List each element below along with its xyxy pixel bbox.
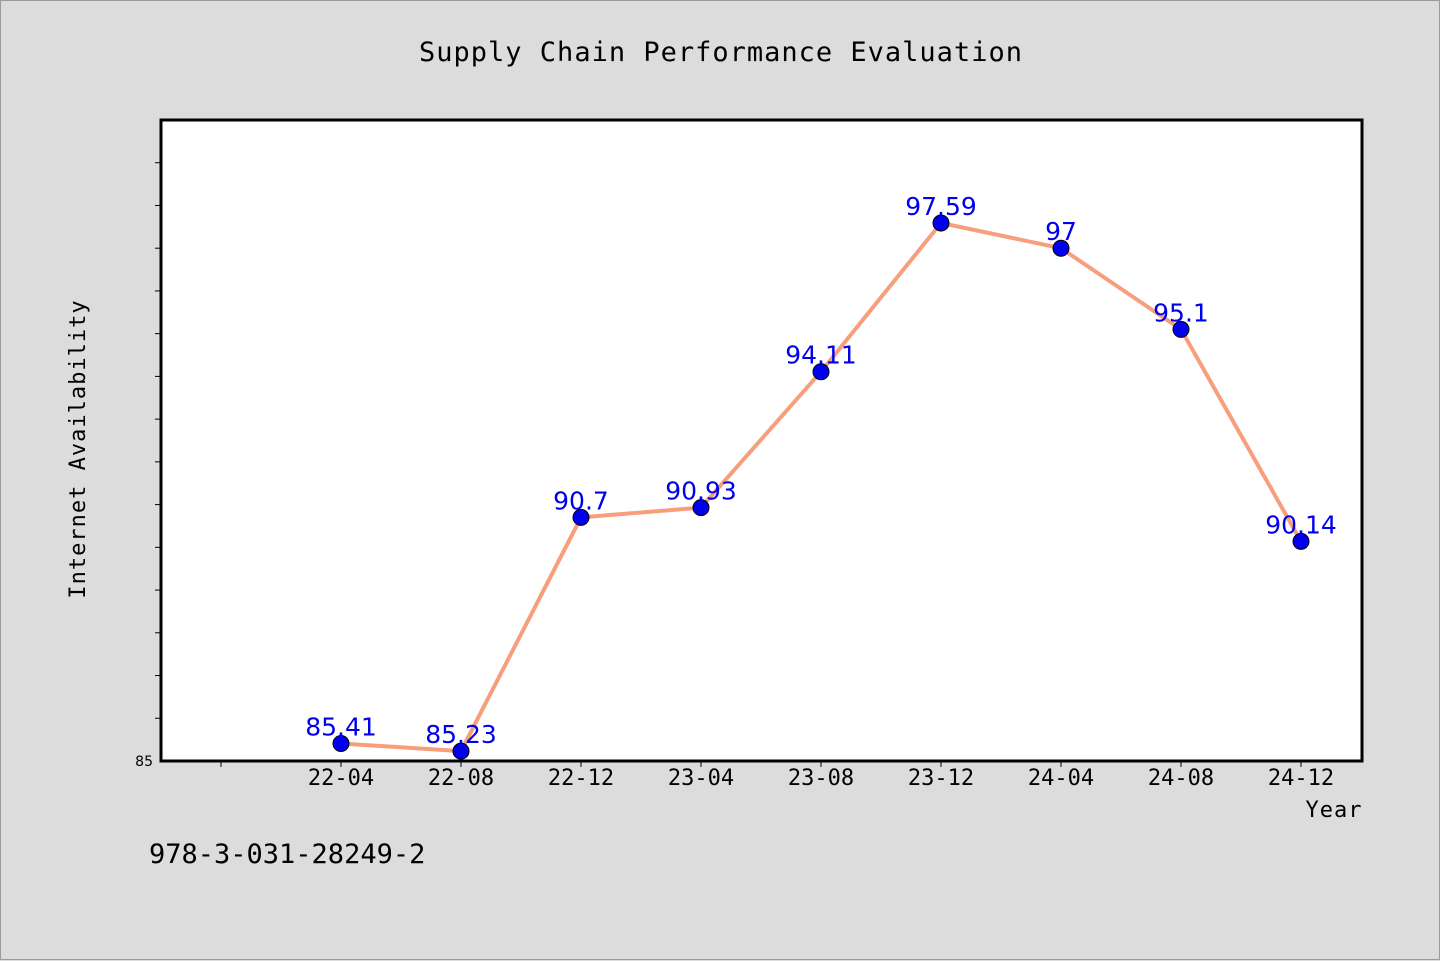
- data-label: 94.11: [785, 341, 857, 370]
- x-tick-label: 24-08: [1148, 766, 1214, 791]
- footer-code: 978-3-031-28249-2: [149, 839, 425, 870]
- x-tick-label: 22-12: [548, 766, 614, 791]
- data-label: 97: [1045, 217, 1077, 246]
- data-point: [1292, 532, 1310, 550]
- x-tick-label: 22-08: [428, 766, 494, 791]
- data-point: [692, 499, 710, 517]
- data-label: 85.41: [305, 712, 377, 741]
- data-point: [932, 214, 950, 232]
- x-tick-label: 23-04: [668, 766, 734, 791]
- data-point: [452, 742, 470, 760]
- series-markers: [332, 214, 1310, 760]
- data-label: 85.23: [425, 720, 497, 749]
- axis-ticks: 22-04 22-08 22-12 23-04 23-08 23-12 24-04 24-08…: [135, 162, 1334, 791]
- data-label: 90.14: [1265, 510, 1337, 539]
- y-axis-title: Internet Availability: [66, 299, 91, 598]
- data-point: [812, 363, 830, 381]
- data-label: 97.59: [905, 192, 977, 221]
- data-point: [1172, 320, 1190, 338]
- chart-title: Supply Chain Performance Evaluation: [419, 37, 1023, 68]
- x-tick-label: 22-04: [308, 766, 374, 791]
- data-point: [1052, 239, 1070, 257]
- data-point: [572, 508, 590, 526]
- data-point: [332, 734, 350, 752]
- data-labels: 85.41 85.23 90.7 90.93 94.11 97.59 97 95.1 90.14: [305, 192, 1337, 749]
- data-label: 95.1: [1153, 298, 1209, 327]
- data-label: 90.93: [665, 477, 737, 506]
- x-tick-label: 24-04: [1028, 766, 1094, 791]
- data-label: 90.7: [553, 486, 609, 515]
- x-tick-label: 23-12: [908, 766, 974, 791]
- x-tick-label: 24-12: [1268, 766, 1334, 791]
- x-axis-title: Year: [1306, 798, 1363, 823]
- y-tick-label: 85: [135, 754, 153, 770]
- x-tick-label: 23-08: [788, 766, 854, 791]
